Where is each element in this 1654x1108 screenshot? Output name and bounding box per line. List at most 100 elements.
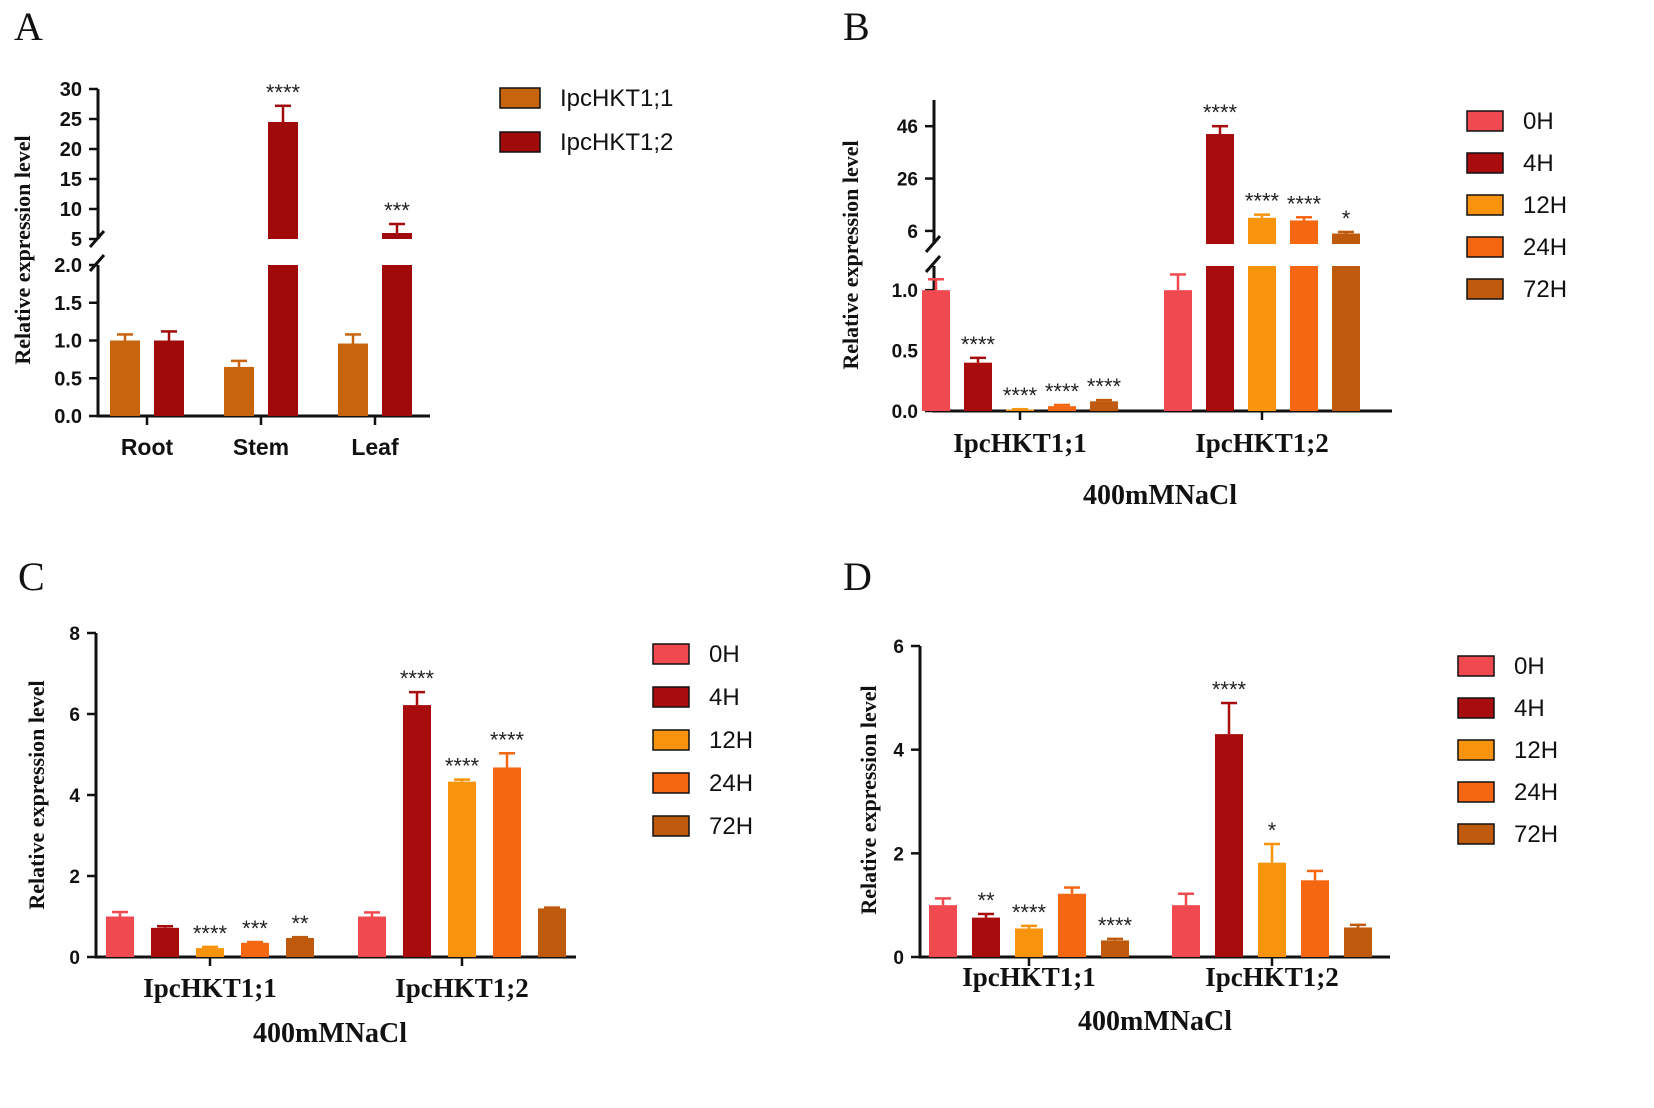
legend-label: 72H [1514, 821, 1558, 848]
y-axis-title: Relative expression level [856, 685, 881, 914]
y-tick-label: 6 [907, 222, 918, 243]
legend: 0H 4H 12H 24H 72H [1457, 653, 1558, 848]
significance-label: ** [291, 911, 309, 936]
bar [538, 908, 566, 957]
legend-label: 24H [1514, 779, 1558, 806]
legend-swatch [1457, 781, 1495, 803]
x-category-label: Stem [233, 434, 289, 460]
significance-label: *** [242, 916, 268, 941]
y-tick-label: 8 [69, 624, 80, 645]
bar [268, 122, 298, 416]
legend-swatch [1466, 278, 1504, 300]
legend-swatch [652, 729, 690, 751]
x-axis-title: 400mMNaCl [1083, 480, 1237, 511]
legend-swatch [1466, 110, 1504, 132]
bar [922, 290, 950, 411]
y-tick-label: 26 [897, 170, 918, 191]
significance-label: * [1342, 206, 1351, 231]
y-tick-label: 20 [60, 139, 82, 161]
y-tick-label: 25 [60, 109, 82, 131]
bar [1172, 905, 1200, 957]
bar [448, 781, 476, 957]
y-tick-label: 4 [893, 741, 904, 762]
bar [1206, 134, 1234, 411]
legend-swatch [652, 643, 690, 665]
y-tick-label: 0.5 [54, 368, 82, 390]
significance-label: * [1268, 818, 1277, 843]
panel-label-d: D [843, 554, 872, 599]
significance-label: **** [1045, 379, 1080, 404]
legend-swatch [1457, 739, 1495, 761]
y-tick-label: 1.0 [54, 331, 82, 353]
bar [1258, 862, 1286, 957]
significance-label: **** [1287, 191, 1322, 216]
significance-label: **** [1098, 913, 1133, 938]
x-category-label: IpcHKT1;2 [1205, 962, 1339, 992]
x-category-label: IpcHKT1;2 [395, 973, 529, 1003]
bar-break-gap [381, 239, 413, 265]
legend-swatch [652, 815, 690, 837]
bar [1101, 940, 1129, 957]
significance-label: **** [1212, 677, 1247, 702]
y-tick-label: 2.0 [54, 255, 82, 277]
significance-label: **** [445, 754, 480, 779]
significance-label: **** [193, 921, 228, 946]
legend: IpcHKT1;1 IpcHKT1;2 [499, 85, 673, 156]
legend: 0H 4H 12H 24H 72H [1466, 108, 1567, 303]
y-tick-label: 0 [893, 948, 904, 969]
y-tick-label: 2 [893, 844, 904, 865]
legend-label: 72H [709, 813, 753, 840]
legend-label: 4H [1514, 695, 1545, 722]
legend-swatch [1466, 194, 1504, 216]
x-category-label: IpcHKT1;2 [1195, 428, 1329, 458]
legend-swatch [1457, 697, 1495, 719]
bar [106, 916, 134, 957]
y-tick-label: 6 [893, 637, 904, 658]
chart-panel-a: A 0.0 0.5 1.0 1.5 2.0 5 10 15 20 25 30 Root **** Stem *… [10, 4, 673, 460]
bar [196, 948, 224, 957]
y-tick-label: 4 [69, 786, 80, 807]
legend-swatch [1466, 236, 1504, 258]
x-category-label: Root [121, 434, 174, 460]
y-tick-label: 6 [69, 705, 80, 726]
y-tick-label: 0.0 [54, 406, 82, 428]
axis-break-mark [924, 255, 942, 273]
bar [151, 927, 179, 957]
significance-label: **** [961, 332, 996, 357]
x-axis-title: 400mMNaCl [253, 1018, 407, 1049]
legend-label: 12H [709, 727, 753, 754]
significance-label: **** [1012, 900, 1047, 925]
legend-label: 4H [709, 684, 740, 711]
legend-label: 0H [1523, 108, 1554, 135]
bar [241, 942, 269, 957]
significance-label: **** [1087, 374, 1122, 399]
y-tick-label: 15 [60, 169, 82, 191]
legend-label: 24H [1523, 234, 1567, 261]
significance-label: **** [266, 80, 301, 105]
legend-label: 0H [709, 641, 740, 668]
bar [110, 340, 140, 416]
y-tick-label: 30 [60, 79, 82, 101]
axis-break-mark [88, 254, 106, 272]
bar [1301, 880, 1329, 957]
bar-break-gap [1205, 244, 1235, 266]
bar-break-gap [267, 239, 299, 265]
bar [1164, 290, 1192, 411]
bar [338, 343, 368, 416]
bar [286, 937, 314, 957]
bar [964, 362, 992, 411]
x-axis-title: 400mMNaCl [1078, 1006, 1232, 1037]
bar [493, 767, 521, 957]
y-axis-title: Relative expression level [24, 680, 49, 909]
x-category-label: IpcHKT1;1 [953, 428, 1087, 458]
bar [154, 340, 184, 416]
bar [1058, 893, 1086, 957]
y-tick-label: 0 [69, 948, 80, 969]
legend: 0H 4H 12H 24H 72H [652, 641, 753, 840]
y-tick-label: 46 [897, 117, 918, 138]
legend-swatch [499, 87, 541, 109]
bar-break-gap [1289, 244, 1319, 266]
legend-label: 72H [1523, 276, 1567, 303]
